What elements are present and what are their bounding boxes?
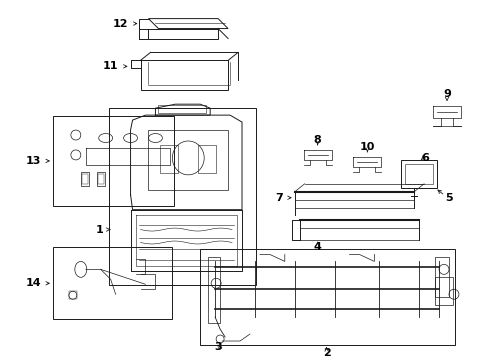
Bar — [53, 116, 174, 206]
Bar — [208, 257, 220, 323]
Bar — [434, 257, 448, 297]
Bar — [69, 291, 77, 299]
Bar — [158, 105, 206, 113]
Bar — [97, 172, 104, 186]
Text: 1: 1 — [96, 225, 103, 235]
Bar — [108, 108, 255, 285]
Bar — [81, 174, 87, 184]
Bar — [148, 130, 227, 190]
Text: 6: 6 — [420, 153, 428, 163]
Text: 14: 14 — [25, 278, 41, 288]
Bar — [198, 145, 216, 173]
Text: 9: 9 — [442, 89, 450, 99]
Bar — [140, 60, 227, 90]
Text: 12: 12 — [113, 19, 128, 28]
Text: 11: 11 — [103, 61, 119, 71]
Text: 2: 2 — [322, 348, 330, 358]
Text: 8: 8 — [313, 135, 321, 145]
Text: 3: 3 — [214, 342, 222, 352]
Bar — [81, 172, 89, 186]
Bar — [405, 164, 432, 184]
Text: 7: 7 — [274, 193, 282, 203]
Text: 5: 5 — [444, 193, 452, 203]
Bar — [53, 247, 172, 319]
Bar — [434, 277, 452, 305]
Bar — [160, 145, 178, 173]
Text: 10: 10 — [359, 142, 374, 152]
Bar — [200, 249, 454, 345]
Bar — [401, 160, 436, 188]
Bar — [98, 174, 103, 184]
Text: 13: 13 — [25, 156, 41, 166]
Text: 4: 4 — [313, 243, 321, 252]
